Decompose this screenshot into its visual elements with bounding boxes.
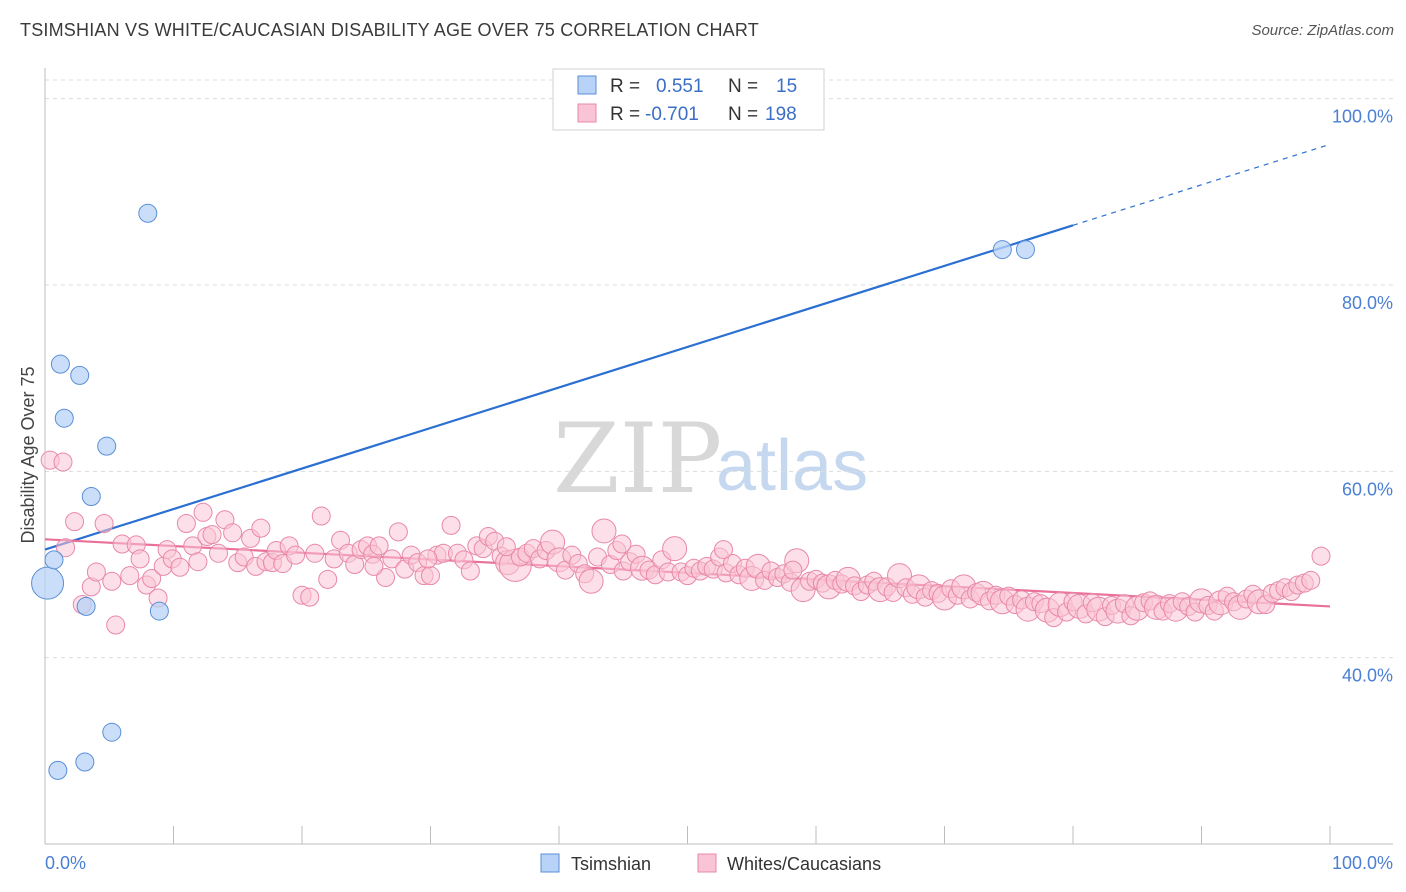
point-tsimshian-13 [992, 240, 1012, 260]
point-white-204 [713, 540, 733, 560]
bottom-legend-label-tsimshian: Tsimshian [571, 854, 651, 874]
point-white-26 [202, 525, 222, 545]
point-white-199 [1311, 546, 1331, 566]
point-white-198 [1301, 570, 1321, 590]
watermark-atlas: atlas [716, 426, 868, 506]
point-white-1 [53, 452, 73, 472]
point-white-99 [662, 536, 688, 562]
point-white-23 [188, 552, 208, 572]
y-tick-label-1: 60.0% [1342, 479, 1393, 499]
point-white-11 [120, 566, 140, 586]
bottom-legend-swatch-tsimshian [540, 853, 560, 873]
y-tick-label-2: 80.0% [1342, 293, 1393, 313]
point-white-43 [305, 543, 325, 563]
point-white-203 [612, 534, 632, 554]
source-credit: Source: ZipAtlas.com [1251, 22, 1394, 39]
point-tsimshian-2 [50, 354, 70, 374]
point-white-40 [286, 545, 306, 565]
chart-title: TSIMSHIAN VS WHITE/CAUCASIAN DISABILITY … [20, 20, 759, 40]
x-tick-label-1: 100.0% [1332, 853, 1393, 873]
point-white-54 [376, 568, 396, 588]
point-tsimshian-14 [1015, 240, 1035, 260]
series-tsimshian [31, 203, 1035, 780]
legend-r-label-1: R = [610, 76, 640, 97]
y-tick-label-3: 100.0% [1332, 107, 1393, 127]
y-axis-label: Disability Age Over 75 [18, 366, 38, 543]
point-tsimshian-7 [97, 436, 117, 456]
point-tsimshian-5 [81, 486, 101, 506]
point-tsimshian-10 [102, 722, 122, 742]
trend-line-tsimshian-extension [1072, 143, 1331, 226]
point-white-201 [418, 549, 438, 569]
watermark-zip: ZIP [553, 403, 722, 515]
point-white-6 [86, 562, 106, 582]
point-white-88 [591, 518, 617, 544]
point-tsimshian-11 [75, 752, 95, 772]
series-whites-caucasians [40, 450, 1331, 635]
point-white-2 [56, 538, 76, 558]
legend-n-label-1: N = [728, 76, 758, 97]
bottom-legend-label-whites: Whites/Caucasians [727, 854, 881, 874]
point-white-56 [388, 522, 408, 542]
tick-labels: 40.0% 60.0% 80.0% 100.0% 0.0% 100.0% [45, 107, 1393, 873]
point-white-8 [102, 571, 122, 591]
point-white-20 [170, 557, 190, 577]
point-white-9 [106, 615, 126, 635]
point-tsimshian-3 [54, 408, 74, 428]
legend-r-label-2: R = [610, 104, 640, 125]
point-tsimshian-8 [138, 203, 158, 223]
legend-r-value-2: -0.701 [645, 104, 699, 125]
legend-n-value-2: 198 [765, 104, 797, 125]
point-white-202 [496, 537, 516, 557]
point-tsimshian-1 [44, 550, 64, 570]
point-white-21 [176, 513, 196, 533]
point-white-27 [208, 543, 228, 563]
point-white-3 [65, 512, 85, 532]
legend-n-label-2: N = [728, 104, 758, 125]
point-white-200 [364, 556, 384, 576]
point-white-29 [223, 523, 243, 543]
point-white-67 [460, 561, 480, 581]
legend-swatch-tsimshian [577, 75, 597, 95]
point-white-34 [251, 518, 271, 538]
y-tick-label-0: 40.0% [1342, 666, 1393, 686]
point-white-205 [783, 560, 803, 580]
point-white-15 [142, 568, 162, 588]
bottom-legend: Tsimshian Whites/Caucasians [540, 853, 881, 874]
point-tsimshian-12 [48, 760, 68, 780]
legend-n-value-1: 15 [776, 76, 797, 97]
point-tsimshian-0 [31, 566, 65, 600]
point-white-13 [130, 549, 150, 569]
point-tsimshian-9 [149, 601, 169, 621]
point-white-64 [441, 515, 461, 535]
x-tick-label-0: 0.0% [45, 853, 86, 873]
point-white-42 [300, 587, 320, 607]
point-tsimshian-4 [70, 365, 90, 385]
bottom-legend-swatch-whites [697, 853, 717, 873]
point-white-7 [94, 513, 114, 533]
legend-r-value-1: 0.551 [656, 76, 704, 97]
point-white-45 [318, 569, 338, 589]
point-white-44 [311, 506, 331, 526]
trend-line-tsimshian [44, 224, 1074, 551]
point-white-86 [578, 568, 604, 594]
legend-box: R = 0.551 N = 15 R = -0.701 N = 198 [552, 68, 825, 131]
point-white-24 [193, 502, 213, 522]
point-white-61 [421, 566, 440, 586]
point-white-53 [369, 536, 389, 556]
legend-swatch-whites [577, 103, 597, 123]
point-white-55 [382, 549, 402, 569]
point-tsimshian-6 [76, 596, 96, 616]
